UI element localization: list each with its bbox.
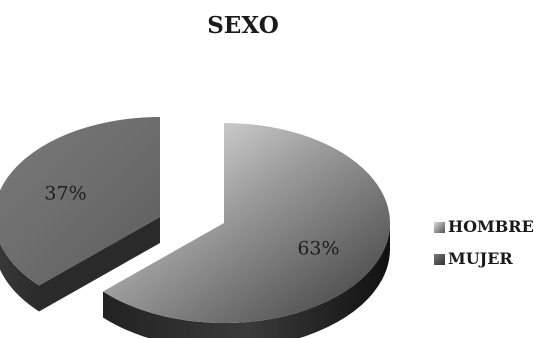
value-label-hombre: 63% (297, 238, 339, 260)
slice-side-hombre (102, 223, 390, 338)
slice-mujer (0, 117, 160, 286)
legend-swatch-mujer (434, 254, 445, 265)
legend: HOMBRE MUJER (434, 217, 534, 268)
value-labels: 37% 63% (44, 182, 339, 259)
pie-slices (0, 117, 390, 338)
legend-swatch-hombre (434, 222, 445, 233)
slice-cut-face-mujer (38, 217, 160, 312)
legend-label-hombre: HOMBRE (448, 217, 534, 236)
value-label-mujer: 37% (44, 182, 86, 204)
slice-hombre (102, 123, 390, 323)
legend-label-mujer: MUJER (448, 249, 513, 268)
slice-side-mujer (0, 243, 39, 312)
chart-title: SEXO (207, 12, 279, 39)
